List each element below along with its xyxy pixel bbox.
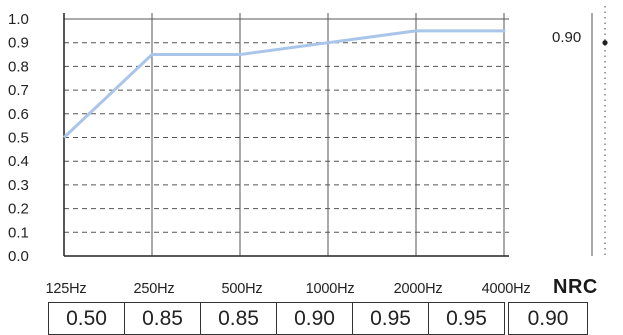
value-cell: 0.95 xyxy=(428,302,505,335)
value-cell: 0.85 xyxy=(200,302,277,335)
nrc-value-cell: 0.90 xyxy=(508,302,588,335)
x-tick-label: 125Hz xyxy=(45,281,87,297)
nrc-marker-label: 0.90 xyxy=(552,29,582,46)
y-tick-label: 0.4 xyxy=(8,153,29,170)
y-tick-label: 0.7 xyxy=(8,82,29,99)
x-tick-label: 250Hz xyxy=(133,281,175,297)
value-cell: 0.95 xyxy=(352,302,429,335)
nrc-marker-dot xyxy=(602,40,608,46)
y-tick-label: 0.9 xyxy=(8,35,29,52)
x-tick-label: 4000Hz xyxy=(481,281,531,297)
y-tick-label: 1.0 xyxy=(8,11,29,28)
value-cell: 0.90 xyxy=(276,302,353,335)
x-tick-label: 1000Hz xyxy=(305,281,355,297)
y-tick-label: 0.5 xyxy=(8,130,29,147)
x-tick-label: 500Hz xyxy=(221,281,263,297)
value-cell: 0.85 xyxy=(124,302,201,335)
absorption-chart: 1.0 0.9 0.8 0.7 0.6 0.5 0.4 0.3 0.2 0.1 0.0 xyxy=(8,6,608,265)
y-tick-label: 0.1 xyxy=(8,224,29,241)
y-tick-label: 0.6 xyxy=(8,106,29,123)
y-tick-label: 0.2 xyxy=(8,201,29,218)
y-tick-label: 0.8 xyxy=(8,58,29,75)
y-tick-label: 0.0 xyxy=(8,248,29,265)
series-line xyxy=(62,29,506,139)
x-tick-label: 2000Hz xyxy=(393,281,443,297)
y-tick-label: 0.3 xyxy=(8,177,29,194)
nrc-heading: NRC xyxy=(553,276,598,298)
value-row: 0.50 0.85 0.85 0.90 0.95 0.95 0.90 xyxy=(48,302,588,335)
value-cell: 0.50 xyxy=(48,302,125,335)
